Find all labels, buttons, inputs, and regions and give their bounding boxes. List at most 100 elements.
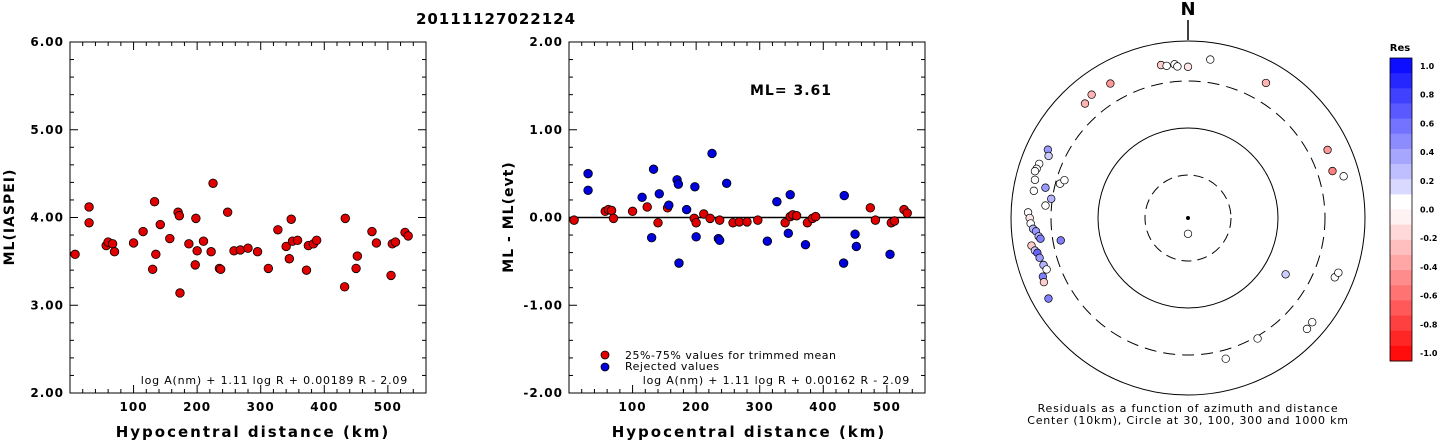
legend-marker-trimmed [600,350,610,360]
data-point [208,178,218,188]
circle-100km [1097,127,1279,309]
colorbar-cells [1390,58,1412,362]
data-point [128,238,139,248]
x-tick-label: 100 [120,400,148,414]
polar-point [1334,268,1343,277]
tick-marks [569,41,925,394]
x-axis-label: Hypocentral distance (km) [116,423,391,441]
ml-annotation: ML= 3.61 [750,83,832,99]
data-point [252,247,263,257]
data-point [184,239,194,249]
data-point [286,214,296,224]
formula-label: log A(nm) + 1.11 log R + 0.00189 R - 2.0… [141,374,408,387]
data-point [721,178,732,188]
polar-point [1056,236,1065,245]
polar-point [1339,172,1348,181]
data-point [646,232,657,243]
polar-caption-line1: Residuals as a function of azimuth and d… [1038,402,1339,415]
polar-point [1162,61,1171,71]
data-point [263,263,274,274]
data-point [70,249,80,260]
polar-point [1060,176,1069,185]
colorbar-label: 0.0 [1420,206,1435,215]
data-point [780,218,790,228]
polar-point [1323,145,1332,155]
polar-point [1042,265,1051,274]
legend-label-trimmed: 25%-75% values for trimmed mean [625,349,837,362]
polar-point [1047,194,1056,203]
data-point [390,237,401,247]
polar-point [1030,175,1040,184]
panel-ml-residual: -2.00 -1.00 0.00 1.00 2.00 100 200 300 400 500 M… [501,35,926,441]
polar-point [1106,79,1115,88]
data-point [885,249,895,260]
colorbar-cell [1390,194,1412,210]
legend-label-rejected: Rejected values [625,360,720,373]
colorbar-label: -0.2 [1420,234,1437,243]
data-point [352,251,363,261]
colorbar-cell [1390,88,1412,104]
colorbar-label: 0.6 [1420,119,1435,128]
data-point [198,236,209,246]
polar-point [1183,229,1193,239]
data-point [902,208,912,218]
data-point [351,263,361,274]
data-point [851,241,862,252]
data-point [192,246,202,256]
data-point [339,282,350,292]
figure-title: 20111127022124 [416,10,576,28]
data-point [642,202,652,212]
data-point [340,213,350,224]
data-point [653,218,663,228]
x-axis-label: Hypocentral distance (km) [612,423,887,441]
x-tick-label: 500 [873,400,901,414]
y-tick-label: 5.00 [30,123,64,137]
polar-point [1041,183,1050,192]
colorbar-cell [1390,179,1412,195]
colorbar-cell [1390,224,1412,241]
circle-30km [1144,174,1232,262]
colorbar-cell [1390,330,1412,347]
y-tick-label: 4.00 [30,211,64,225]
data-point [243,243,253,253]
colorbar-cell [1390,345,1412,362]
data-point [753,215,763,225]
data-point [84,218,94,228]
data-point [714,215,725,225]
data-points [1023,55,1348,363]
polar-point [1036,234,1045,243]
polar-point [1044,294,1053,303]
data-point [705,213,715,224]
north-label: N [1180,0,1195,20]
colorbar-cell [1390,254,1412,271]
data-point [800,240,811,250]
colorbar-cell [1390,239,1412,256]
x-tick-label: 300 [746,400,774,414]
x-tick-label: 200 [682,400,710,414]
x-tick-label: 500 [374,400,402,414]
colorbar-cell [1390,148,1412,165]
panel-ml-iaspei: 2.00 3.00 4.00 5.00 6.00 100 200 300 400 500 ML(… [2,35,427,441]
data-point [107,239,118,249]
data-point [403,231,413,241]
y-tick-label: 2.00 [30,386,64,400]
y-tick-label: 6.00 [30,35,64,49]
x-tick-label: 400 [310,400,338,414]
colorbar-label: 0.2 [1420,177,1434,186]
circle-300km [1050,80,1326,356]
data-point [691,232,701,242]
polar-point [1087,90,1096,99]
data-point [690,182,700,192]
colorbar-label: -0.8 [1420,320,1437,329]
data-point [371,238,382,248]
data-point [165,233,175,244]
data-point [889,216,900,226]
data-point [772,197,782,207]
colorbar-label: 1.0 [1420,62,1435,71]
data-point [707,148,717,159]
data-point [174,211,185,221]
colorbar: Res 1.0 0.8 0.6 0.4 0.2 0.0 -0.2 -0.4 -0.6 -0.8 -1… [1389,43,1437,362]
data-point [838,258,849,268]
polar-point [1302,324,1312,334]
